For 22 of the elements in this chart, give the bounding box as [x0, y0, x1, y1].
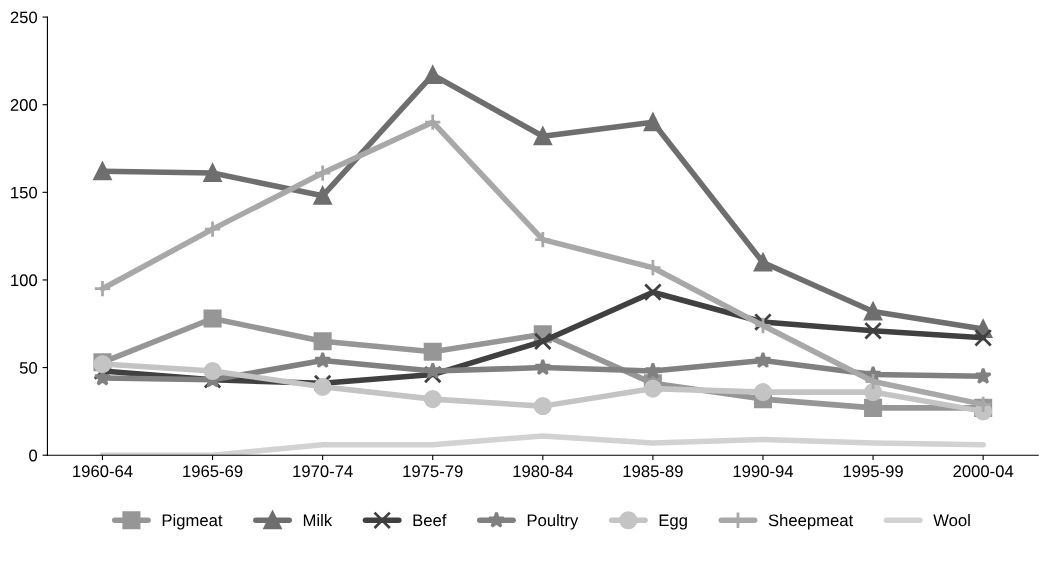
y-tick-label: 0 — [29, 449, 38, 462]
legend-label: Milk — [303, 514, 333, 527]
x-tick-label: 1980-84 — [513, 465, 573, 478]
x-tick-label: 1965-69 — [183, 465, 243, 478]
y-tick-label: 50 — [19, 361, 38, 374]
legend-label: Wool — [933, 514, 970, 527]
y-tick-label: 200 — [10, 99, 38, 111]
y-tick-label: 250 — [10, 11, 38, 24]
y-tick-label: 150 — [11, 186, 38, 199]
x-tick-label: 1985-89 — [623, 465, 683, 478]
legend-label: Egg — [659, 514, 687, 530]
x-tick-label: 1970-74 — [293, 465, 353, 478]
legend-label: Pigmeat — [162, 514, 223, 530]
legend-label: Beef — [413, 514, 447, 527]
x-tick-label: 1990-94 — [733, 465, 794, 478]
legend-label: Sheepmeat — [768, 514, 854, 530]
x-tick-label: 1975-79 — [403, 465, 463, 478]
x-tick-label: 1995-99 — [843, 465, 903, 478]
x-tick-label: 1960-64 — [73, 465, 133, 478]
legend-label: Poultry — [527, 514, 579, 530]
y-tick-label: 100 — [11, 274, 38, 287]
x-tick-label: 2000-04 — [953, 465, 1014, 478]
